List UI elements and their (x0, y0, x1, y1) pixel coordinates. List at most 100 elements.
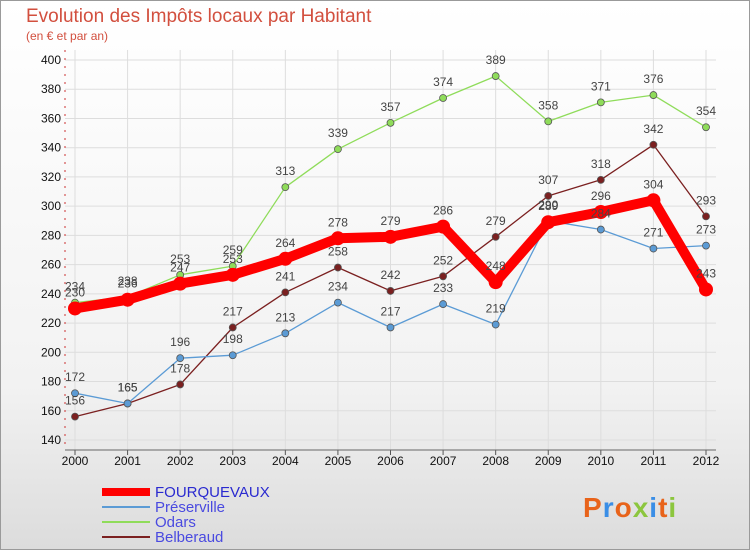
data-label-fourquevaux: 304 (643, 177, 663, 191)
data-label-fourquevaux: 286 (433, 204, 453, 218)
data-label-preserville: 219 (486, 302, 506, 316)
logo-letter: o (615, 492, 633, 523)
data-label-odars: 371 (591, 79, 611, 93)
y-tick-label: 180 (41, 375, 61, 389)
y-tick-label: 380 (41, 82, 61, 96)
data-point-fourquevaux-2010 (593, 205, 608, 219)
data-label-fourquevaux: 247 (170, 261, 190, 275)
data-label-odars: 234 (65, 280, 85, 294)
y-tick-label: 320 (41, 170, 61, 184)
data-point-odars-2011 (649, 91, 658, 99)
y-tick-label: 360 (41, 111, 61, 125)
data-point-fourquevaux-2012 (699, 282, 713, 297)
data-point-preserville-2011 (649, 244, 658, 253)
x-tick-label: 2001 (114, 454, 141, 468)
legend-item-fourquevaux: FOURQUEVAUX (102, 484, 270, 501)
data-label-fourquevaux: 230 (65, 285, 85, 299)
data-label-preserville: 290 (538, 198, 558, 212)
x-tick-label: 2011 (641, 454, 667, 468)
data-point-belberaud-2007 (439, 272, 447, 281)
data-label-preserville: 198 (223, 332, 243, 346)
data-point-fourquevaux-2004 (278, 251, 293, 266)
data-point-preserville-2008 (491, 320, 500, 329)
legend-label: Odars (155, 514, 196, 531)
x-tick-label: 2002 (167, 454, 194, 468)
data-label-fourquevaux: 264 (275, 236, 295, 250)
legend-label: FOURQUEVAUX (155, 484, 270, 501)
data-label-preserville: 233 (433, 281, 453, 295)
data-label-belberaud: 293 (696, 193, 716, 207)
data-point-belberaud-2004 (281, 288, 290, 297)
x-tick-label: 2009 (535, 454, 562, 468)
y-tick-label: 200 (41, 345, 61, 359)
data-point-preserville-2010 (596, 225, 605, 234)
y-tick-label: 220 (41, 316, 61, 330)
data-label-preserville: 172 (65, 370, 85, 384)
data-label-odars: 389 (486, 53, 506, 67)
data-point-fourquevaux-2005 (330, 231, 345, 246)
y-tick-label: 300 (41, 199, 61, 213)
data-label-fourquevaux: 243 (696, 266, 716, 280)
y-tick-label: 280 (41, 228, 61, 242)
data-point-fourquevaux-2002 (173, 276, 188, 291)
data-label-fourquevaux: 289 (538, 199, 558, 213)
data-point-preserville-2006 (386, 323, 395, 332)
data-label-odars: 374 (433, 75, 453, 89)
data-point-belberaud-2009 (544, 192, 553, 200)
data-point-preserville-2005 (334, 298, 342, 307)
data-point-belberaud-2006 (386, 287, 395, 295)
data-point-preserville-2002 (176, 354, 185, 363)
x-tick-label: 2008 (482, 454, 509, 468)
data-label-fourquevaux: 236 (118, 277, 138, 291)
legend-item-preserville: Préserville (102, 499, 225, 516)
data-label-preserville: 284 (591, 207, 611, 221)
data-point-fourquevaux-2008 (488, 275, 503, 290)
x-tick-label: 2010 (587, 454, 614, 468)
legend-item-odars: Odars (102, 514, 196, 531)
y-tick-label: 140 (41, 433, 61, 447)
data-point-odars-2005 (334, 145, 342, 154)
x-tick-label: 2004 (272, 454, 299, 468)
data-label-fourquevaux: 279 (380, 214, 400, 228)
series-odars (71, 72, 710, 307)
logo-letter: r (603, 492, 615, 523)
data-label-odars: 259 (223, 243, 243, 257)
data-label-preserville: 273 (696, 223, 716, 237)
data-label-preserville: 217 (380, 304, 400, 318)
data-point-belberaud-2002 (176, 380, 185, 389)
data-label-odars: 357 (380, 100, 400, 114)
logo-letter: i (668, 492, 677, 523)
x-tick-label: 2000 (62, 454, 89, 468)
x-tick-label: 2005 (325, 454, 352, 468)
data-label-preserville: 165 (118, 380, 138, 394)
data-label-odars: 253 (170, 252, 190, 266)
data-label-preserville: 213 (275, 310, 295, 324)
data-label-odars: 339 (328, 126, 348, 140)
data-point-fourquevaux-2000 (68, 301, 82, 316)
data-label-belberaud: 242 (380, 268, 400, 282)
data-label-odars: 238 (118, 274, 138, 288)
data-label-preserville: 196 (170, 335, 190, 349)
data-label-fourquevaux: 248 (486, 259, 506, 273)
data-label-belberaud: 156 (65, 394, 85, 408)
data-label-odars: 376 (643, 72, 663, 86)
y-tick-label: 160 (41, 404, 61, 418)
data-label-odars: 354 (696, 104, 716, 118)
data-point-preserville-2003 (228, 351, 237, 360)
data-label-belberaud: 279 (486, 214, 506, 228)
data-label-belberaud: 318 (591, 157, 611, 171)
series-fourquevaux (68, 193, 713, 316)
axes: 140 160 180 200 220 240 260 280 300 320 340 360 380 4… (41, 50, 720, 468)
logo-letter: t (658, 492, 668, 523)
data-label-belberaud: 342 (643, 122, 663, 136)
data-label-preserville: 271 (643, 226, 663, 240)
data-label-belberaud: 258 (328, 245, 348, 259)
x-tick-label: 2006 (377, 454, 404, 468)
data-point-fourquevaux-2011 (646, 193, 661, 208)
data-point-preserville-2012 (702, 241, 710, 250)
data-label-fourquevaux: 296 (591, 189, 611, 203)
data-point-preserville-2004 (281, 329, 290, 338)
